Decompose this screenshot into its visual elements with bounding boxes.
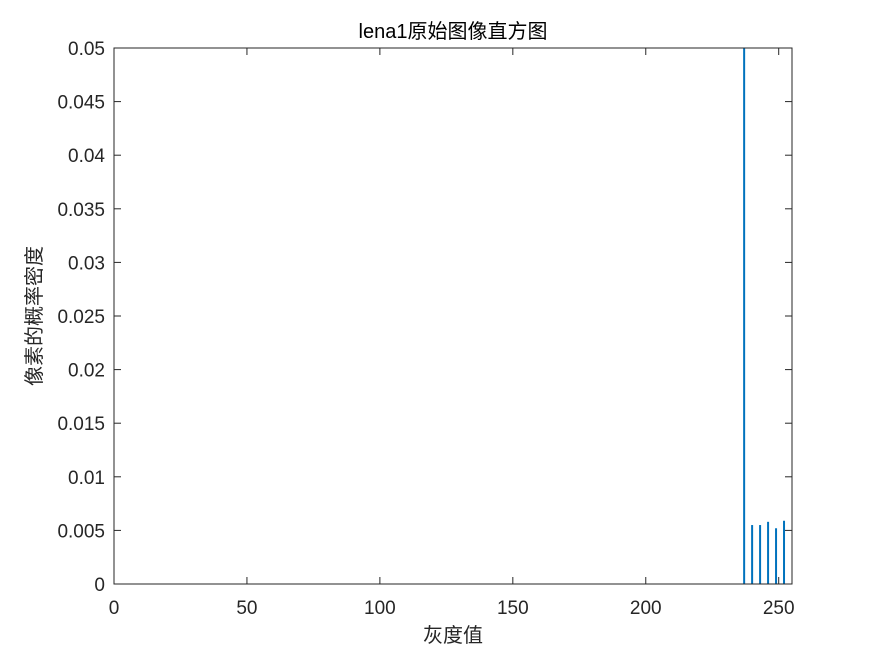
chart-title: lena1原始图像直方图 xyxy=(359,20,548,43)
x-tick-label: 0 xyxy=(109,598,120,619)
y-tick-label: 0.005 xyxy=(57,521,105,542)
axis-ticks xyxy=(113,47,792,585)
y-tick-label: 0.045 xyxy=(57,93,105,114)
x-tick-label: 50 xyxy=(236,598,257,619)
x-axis-label: 灰度值 xyxy=(423,623,483,647)
histogram-bars xyxy=(743,48,786,584)
y-tick-label: 0.025 xyxy=(57,307,105,328)
y-tick-labels: 0 0.005 0.01 0.015 0.02 0.025 0.03 0.035 0.04 0.0… xyxy=(57,39,105,596)
x-tick-label: 200 xyxy=(630,598,662,619)
y-tick-label: 0.04 xyxy=(68,146,105,167)
x-tick-labels: 0 50 100 150 200 250 xyxy=(109,598,795,619)
y-tick-label: 0.02 xyxy=(68,361,105,382)
y-axis-label: 像素的概率密度 xyxy=(22,246,46,386)
y-tick-label: 0.01 xyxy=(68,468,105,489)
y-tick-label: 0.015 xyxy=(57,414,105,435)
y-tick-label: 0.035 xyxy=(57,200,105,221)
plot-area xyxy=(114,48,792,584)
x-tick-label: 100 xyxy=(364,598,396,619)
y-tick-label: 0.05 xyxy=(68,39,105,60)
y-tick-label: 0 xyxy=(94,575,105,596)
y-tick-label: 0.03 xyxy=(68,253,105,274)
x-tick-label: 150 xyxy=(497,598,529,619)
x-tick-label: 250 xyxy=(763,598,795,619)
